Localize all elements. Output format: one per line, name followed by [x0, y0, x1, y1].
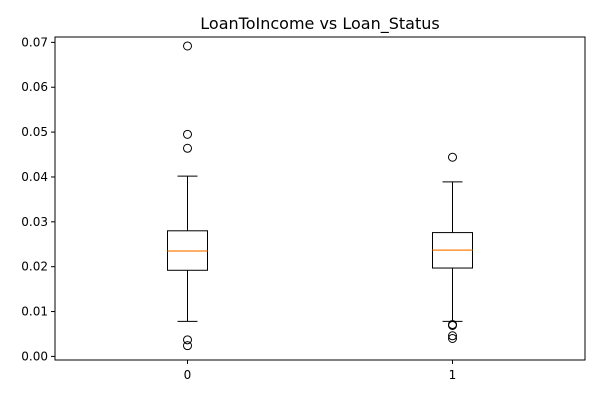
box-plot-0 — [167, 41, 208, 351]
boxes-layer — [167, 41, 473, 351]
chart-title: LoanToIncome vs Loan_Status — [200, 14, 439, 34]
outlier-point — [448, 333, 457, 343]
y-tick-label: 0.04 — [21, 170, 48, 184]
y-tick-label: 0.02 — [21, 260, 48, 274]
y-tick-label: 0.03 — [21, 215, 48, 229]
outlier-point — [183, 41, 192, 51]
y-tick-label: 0.07 — [21, 35, 48, 49]
x-tick-label: 1 — [449, 368, 457, 382]
outlier-point — [448, 152, 457, 162]
y-tick-label: 0.01 — [21, 305, 48, 319]
y-tick-label: 0.05 — [21, 125, 48, 139]
outlier-point — [183, 143, 192, 153]
outlier-point — [448, 320, 457, 330]
outlier-point — [183, 335, 192, 345]
box-plot-1 — [432, 152, 473, 343]
outlier-point — [448, 331, 457, 341]
x-tick-label: 0 — [184, 368, 192, 382]
y-axis: 0.00 0.01 0.02 0.03 0.04 0.05 0.06 0.07 — [21, 35, 55, 363]
plot-frame — [54, 36, 586, 361]
y-tick-label: 0.06 — [21, 80, 48, 94]
outlier-point — [183, 129, 192, 139]
y-tick-label: 0.00 — [21, 349, 48, 363]
outlier-point — [183, 341, 192, 351]
